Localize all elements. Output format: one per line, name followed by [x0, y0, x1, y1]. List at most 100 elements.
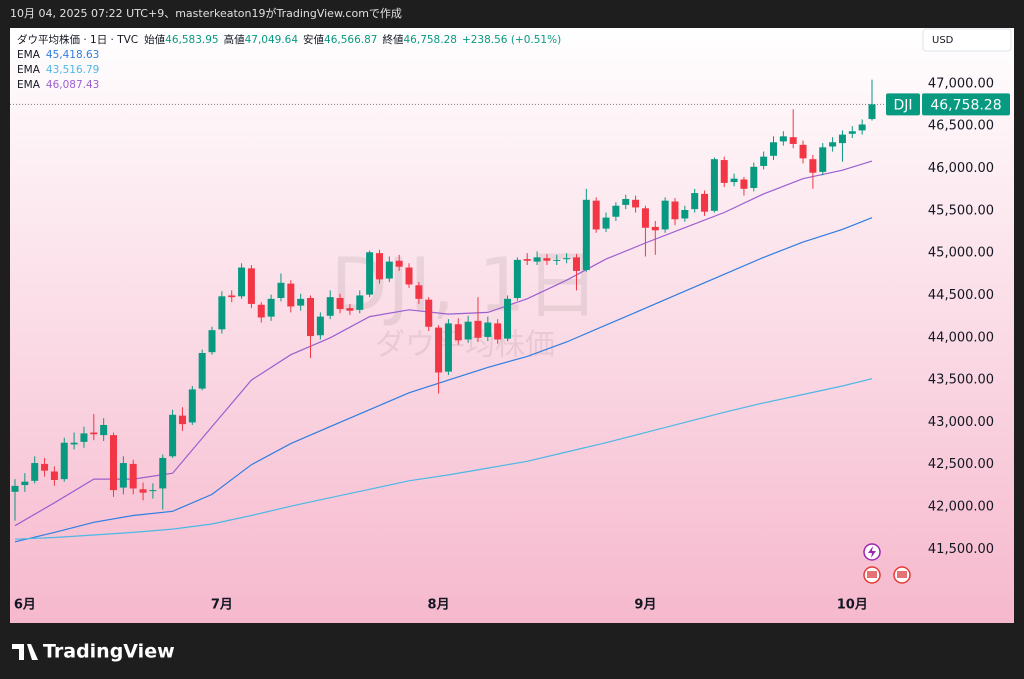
price-tag: 46,758.28 [930, 97, 1001, 113]
candle-body [710, 159, 718, 211]
candle-body [100, 424, 108, 436]
candle-body [60, 442, 68, 480]
candle-body [523, 259, 531, 261]
candle-body [779, 136, 787, 142]
candle-body [218, 296, 226, 330]
candle-body [326, 297, 334, 316]
candle-body [582, 199, 590, 271]
y-tick-label: 46,000.00 [928, 161, 994, 176]
currency: USD [932, 35, 954, 46]
candle-body [80, 433, 88, 442]
candle-body [257, 304, 265, 318]
x-tick-label: 9月 [634, 598, 656, 613]
candle-body [444, 323, 452, 372]
legend-name: EMA [17, 49, 41, 61]
legend-value: 45,418.63 [46, 49, 99, 61]
candle-body [681, 209, 689, 219]
candle-body [70, 442, 78, 445]
y-tick-label: 42,000.00 [928, 500, 994, 515]
candle-body [454, 324, 462, 341]
y-tick-label: 42,500.00 [928, 457, 994, 472]
candle-body [602, 217, 610, 229]
candle-body [435, 327, 443, 373]
candle-body [622, 198, 630, 205]
symbol-legend: ダウ平均株価 · 1日 · TVC 始値46,583.95 高値47,049.64 安… [17, 33, 561, 46]
legend-value: 46,087.43 [46, 79, 99, 91]
ohlc-label: 終値 [383, 33, 404, 46]
currency-box[interactable] [922, 28, 1012, 52]
candle-body [247, 268, 255, 304]
candle-body [149, 490, 157, 492]
candle-body [553, 259, 561, 261]
candle-body [572, 257, 580, 271]
candle-body [139, 489, 147, 493]
price-tag-symbol-bg [886, 93, 920, 116]
price-tag-symbol: DJI [893, 97, 912, 113]
candle-body [267, 298, 275, 317]
ohlc-value: 46,583.95 [165, 34, 218, 46]
candle-body [769, 142, 777, 156]
symbol-line: ダウ平均株価 · 1日 · TVC [17, 33, 138, 46]
candle-body [740, 179, 748, 189]
candle-body [858, 124, 866, 131]
candle-body [385, 261, 393, 279]
candle-body [533, 257, 541, 262]
candle-body [474, 320, 482, 338]
x-tick-label: 8月 [428, 598, 450, 613]
x-tick-label: 6月 [14, 598, 36, 613]
candle-body [513, 259, 521, 298]
candle-body [750, 166, 758, 188]
candle-body [563, 258, 571, 260]
candle-body [169, 414, 177, 457]
candle-body [297, 298, 305, 306]
candle-body [730, 178, 738, 183]
event-flag [867, 571, 877, 578]
candle-body [720, 160, 728, 183]
y-tick-label: 46,500.00 [928, 119, 994, 134]
candle-body [366, 252, 374, 295]
candle-body [809, 159, 817, 173]
change-label: +238.56 (+0.51%) [462, 34, 561, 46]
y-tick-label: 45,500.00 [928, 203, 994, 218]
ohlc-label: 高値 [224, 33, 245, 46]
ema-line [14, 378, 873, 540]
y-tick-label: 45,000.00 [928, 246, 994, 261]
ema-line [14, 217, 873, 543]
legend-entry: EMA 46,087.43 [17, 79, 99, 91]
candle-body [701, 193, 709, 212]
candle-body [829, 142, 837, 147]
logo-mark [12, 644, 38, 660]
candle-body [316, 316, 324, 336]
legend-entry: EMA 45,418.63 [17, 49, 99, 61]
legend-name: EMA [17, 64, 41, 76]
candle-body [277, 282, 285, 298]
candle-body [543, 258, 551, 261]
y-tick-label: 47,000.00 [928, 76, 994, 91]
candle-body [198, 353, 206, 389]
candle-body [238, 267, 246, 297]
candle-body [110, 435, 118, 491]
candle-body [375, 253, 383, 280]
candle-body [346, 308, 354, 311]
candle-body [307, 297, 315, 337]
ohlc-value: 47,049.64 [245, 34, 299, 46]
candle-body [494, 323, 502, 340]
candle-body [691, 193, 699, 210]
candle-body [819, 147, 827, 172]
candle-body [651, 226, 659, 231]
candle-body [612, 205, 620, 217]
legend-value: 43,516.79 [46, 64, 99, 76]
y-tick-label: 44,000.00 [928, 330, 994, 345]
candle-body [504, 298, 512, 339]
ohlc-value: 46,758.28 [404, 34, 457, 46]
candle-body [868, 104, 876, 120]
price-tag-bg [922, 93, 1010, 116]
candle-body [415, 285, 423, 299]
ohlc-label: 安値 [303, 33, 324, 46]
candle-body [228, 295, 236, 298]
candle-body [848, 131, 856, 134]
candle-body [425, 299, 433, 327]
candle-body [799, 144, 807, 159]
y-tick-label: 43,000.00 [928, 415, 994, 430]
